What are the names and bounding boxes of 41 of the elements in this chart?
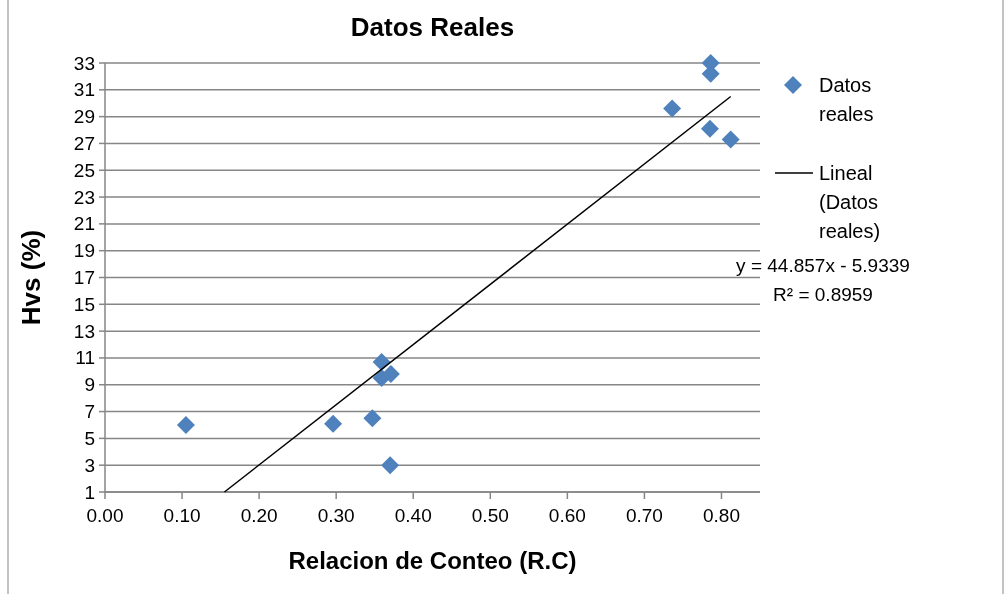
y-tick-label: 5 [84,427,95,449]
x-tick-label: 0.20 [240,505,278,526]
y-tick-label: 13 [73,320,95,342]
y-tick-label: 19 [73,240,95,262]
y-tick-label: 1 [84,481,95,503]
point [663,99,682,118]
x-tick-label: 0.50 [471,505,509,526]
y-tick-label: 11 [75,347,95,369]
x-tick-label: 0.40 [394,505,432,526]
point [363,409,382,428]
y-tick-label: 7 [84,401,95,423]
x-tick-label: 0.70 [625,505,663,526]
legend-label: Lineal (Datos reales) [819,162,881,242]
y-tick-label: 33 [73,52,95,74]
x-tick-label: 0.30 [317,505,355,526]
legend-label: Datos reales [819,74,874,125]
y-tick-label: 3 [84,454,95,476]
point [372,352,391,371]
point [381,456,400,475]
y-tick-label: 17 [73,267,95,288]
x-tick-label: 0.80 [702,505,740,526]
point [176,415,195,434]
text: R² = 0.8959 [773,283,873,305]
y-tick-label: 21 [73,213,95,235]
x-axis-title: Relacion de Conteo (R.C) [288,547,577,574]
y-tick-label: 15 [73,293,95,315]
y-tick-label: 27 [73,132,95,154]
y-tick-label: 25 [73,159,95,181]
y-tick-label: 31 [73,79,95,101]
y-tick-label: 23 [73,186,95,208]
annotation: y = 44.857x - 5.9339 [736,254,910,276]
point [721,130,740,149]
point [324,414,343,433]
chart-title: Datos Reales [350,12,515,42]
point [700,119,719,138]
y-tick-label: 29 [73,106,95,128]
y-tick-label: 9 [84,374,95,396]
y-axis-title: Hvs (%) [16,229,46,326]
x-tick-label: 0.10 [163,505,201,526]
x-tick-label: 0.60 [548,505,586,526]
x-tick-label: 0.00 [86,505,124,526]
